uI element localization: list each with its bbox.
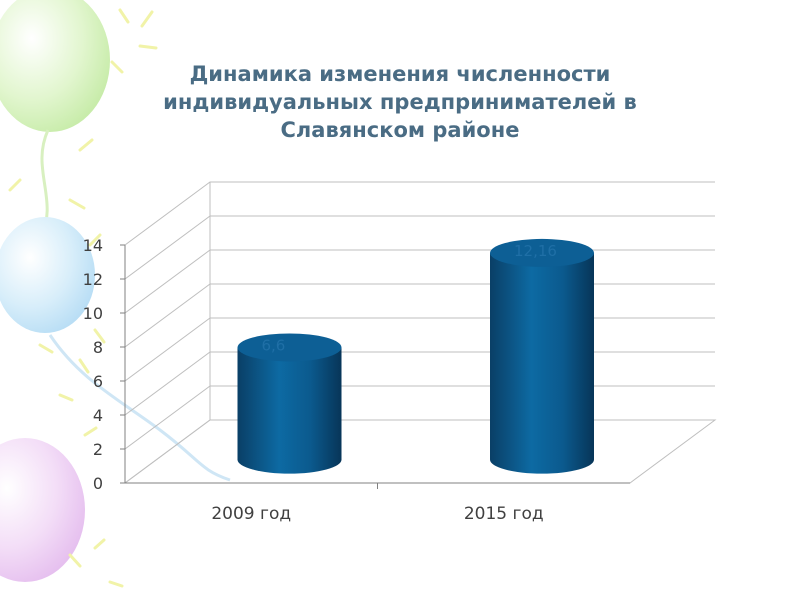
y-tick-label: 4	[93, 406, 103, 425]
green-balloon	[0, 0, 110, 132]
gridline	[124, 215, 715, 280]
chart-title-line: Славянском районе	[280, 118, 520, 142]
data-label: 6,6	[262, 336, 286, 354]
sparkle-decoration	[8, 8, 158, 588]
y-tick-label: 12	[83, 270, 103, 289]
y-tick-label: 6	[93, 372, 103, 391]
gridline	[124, 385, 715, 450]
blue-balloon	[0, 217, 95, 333]
gridline	[124, 181, 715, 246]
bar-top	[237, 333, 342, 362]
bar	[237, 333, 342, 474]
y-tick-label: 8	[93, 338, 103, 357]
bar	[490, 238, 594, 474]
bar-body	[490, 252, 594, 474]
y-tick-label: 10	[83, 304, 103, 323]
chart-title-line: Динамика изменения численности	[189, 62, 611, 86]
gridline	[124, 283, 715, 348]
bar-body	[237, 347, 342, 474]
y-tick-label: 0	[93, 474, 103, 493]
x-tick-label: 2009 год	[211, 504, 291, 524]
gridline	[124, 351, 715, 416]
y-tick-label: 14	[83, 236, 103, 255]
chart-floor	[123, 419, 717, 484]
chart-title: Динамика изменения численности индивидуал…	[100, 60, 700, 144]
gridline	[124, 419, 715, 484]
data-label: 12,16	[514, 242, 557, 260]
x-tick-label: 2015 год	[464, 504, 544, 524]
y-tick-label: 2	[93, 440, 103, 459]
chart-title-line: индивидуальных предпринимателей в	[163, 90, 637, 114]
pink-balloon	[0, 438, 85, 582]
gridline	[124, 317, 715, 382]
bar-top	[490, 238, 594, 267]
gridline	[124, 249, 715, 314]
